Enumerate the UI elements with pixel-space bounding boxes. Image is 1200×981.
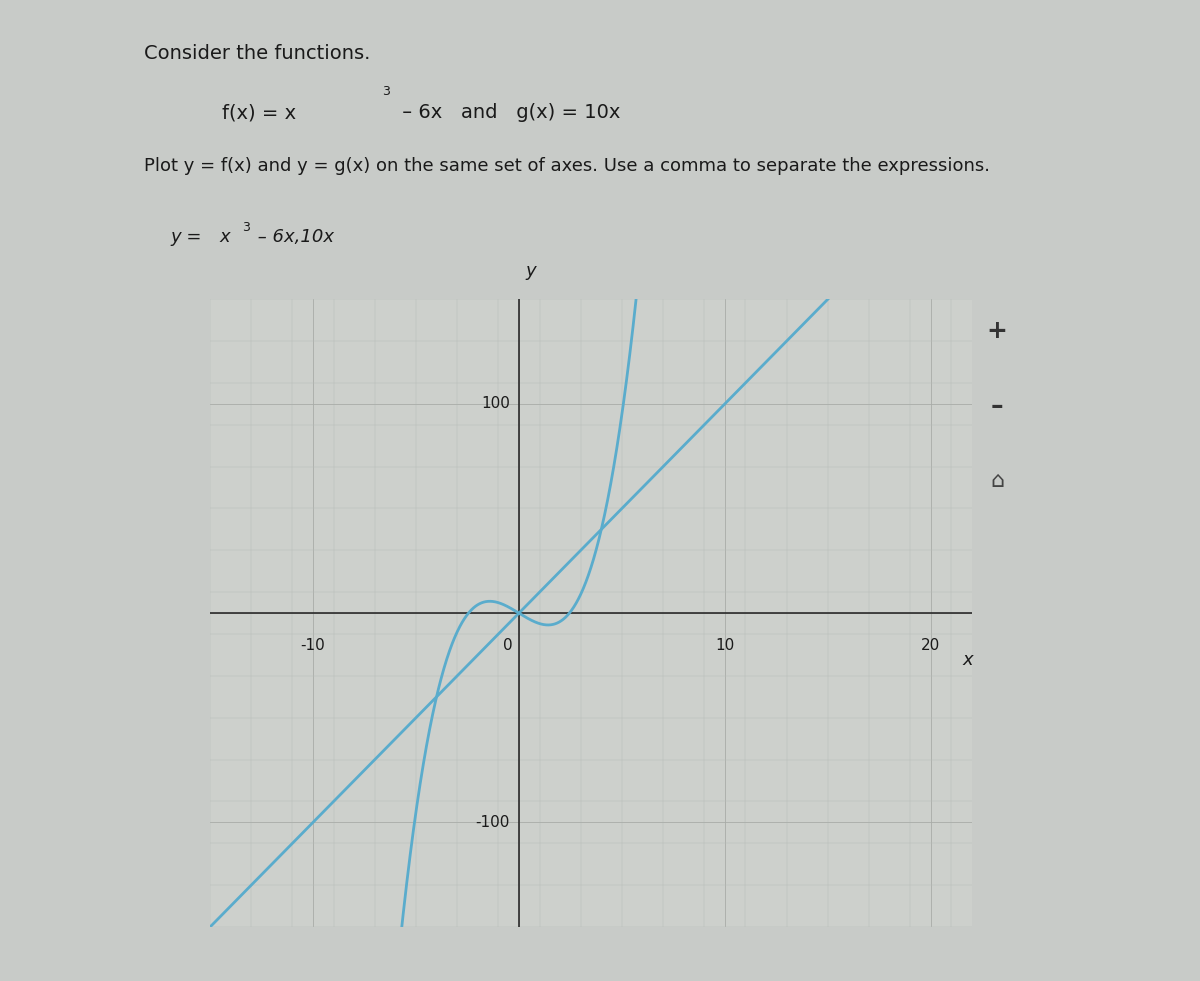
Text: +: + [986, 319, 1008, 342]
Text: y: y [526, 262, 535, 281]
Text: x: x [962, 650, 973, 669]
Text: f(x) = x: f(x) = x [222, 103, 296, 122]
Text: -10: -10 [300, 639, 325, 653]
Text: y =: y = [170, 229, 202, 246]
Text: 3: 3 [242, 221, 251, 234]
Text: x: x [220, 229, 230, 246]
Text: ⌂: ⌂ [990, 471, 1004, 491]
Text: Consider the functions.: Consider the functions. [144, 44, 371, 63]
Text: 100: 100 [481, 396, 510, 411]
Text: –: – [991, 394, 1003, 418]
Text: 0: 0 [503, 639, 512, 653]
Text: – 6x   and   g(x) = 10x: – 6x and g(x) = 10x [396, 103, 620, 122]
Text: 20: 20 [922, 639, 941, 653]
Text: – 6x,10x: – 6x,10x [252, 229, 334, 246]
Text: 3: 3 [382, 85, 390, 98]
Text: Plot y = f(x) and y = g(x) on the same set of axes. Use a comma to separate the : Plot y = f(x) and y = g(x) on the same s… [144, 157, 990, 175]
Text: 10: 10 [715, 639, 734, 653]
Text: -100: -100 [475, 815, 510, 830]
